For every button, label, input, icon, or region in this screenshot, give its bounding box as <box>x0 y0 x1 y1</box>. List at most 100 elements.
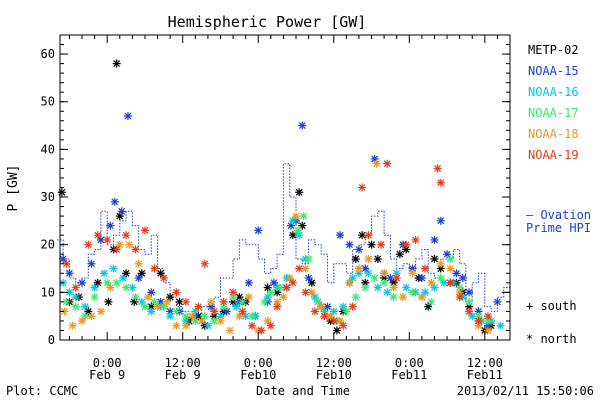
legend: METP-02 NOAA-15 NOAA-16 NOAA-17 NOAA-18 NOAA-… <box>526 43 591 346</box>
data-point <box>389 283 398 292</box>
data-point <box>417 293 426 302</box>
data-point <box>332 326 341 335</box>
series-metp-02 <box>57 59 496 335</box>
data-point <box>260 297 269 306</box>
data-point <box>140 302 149 311</box>
data-point <box>465 307 474 316</box>
data-point <box>389 293 398 302</box>
data-point <box>295 188 304 197</box>
data-point <box>285 274 294 283</box>
data-point <box>140 226 149 235</box>
data-point <box>465 288 474 297</box>
data-point <box>342 307 351 316</box>
legend-item-metp-02: METP-02 <box>528 43 579 57</box>
data-point <box>137 297 146 306</box>
data-point <box>200 259 209 268</box>
data-point <box>373 254 382 263</box>
data-point <box>115 240 124 249</box>
data-point <box>446 278 455 287</box>
data-point <box>380 278 389 287</box>
data-point <box>238 297 247 306</box>
data-point <box>364 269 373 278</box>
data-point <box>117 207 126 216</box>
data-point <box>424 302 433 311</box>
data-point <box>112 59 121 68</box>
data-point <box>130 297 139 306</box>
data-point <box>336 231 345 240</box>
data-point <box>222 307 231 316</box>
x-tick-label-time: 0:00 <box>244 356 273 370</box>
data-point <box>399 293 408 302</box>
x-tick-label-date: Feb11 <box>391 368 427 382</box>
legend-item-noaa-19: NOAA-19 <box>528 148 579 162</box>
data-point <box>282 283 291 292</box>
data-point <box>443 250 452 259</box>
data-point <box>112 245 121 254</box>
data-point <box>458 274 467 283</box>
data-point <box>197 316 206 325</box>
data-point <box>474 316 483 325</box>
data-point <box>147 288 156 297</box>
legend-item-noaa-16: NOAA-16 <box>528 85 579 99</box>
data-point <box>383 159 392 168</box>
data-point <box>137 269 146 278</box>
data-point <box>84 240 93 249</box>
data-point <box>263 283 272 292</box>
data-point <box>122 231 131 240</box>
data-point <box>134 259 143 268</box>
data-point <box>71 302 80 311</box>
data-points-layer <box>57 59 505 335</box>
data-point <box>207 297 216 306</box>
data-point <box>427 278 436 287</box>
data-point <box>483 326 492 335</box>
data-point <box>383 288 392 297</box>
data-point <box>123 112 132 121</box>
y-tick-label: 40 <box>41 142 55 156</box>
data-point <box>310 307 319 316</box>
x-tick-label-date: Feb11 <box>467 368 503 382</box>
data-point <box>307 288 316 297</box>
data-point <box>436 216 445 225</box>
legend-ovation-line2: Prime HPI <box>526 221 591 235</box>
data-point <box>71 293 80 302</box>
data-point <box>417 274 426 283</box>
x-tick-label-time: 12:00 <box>467 356 503 370</box>
data-point <box>329 316 338 325</box>
data-point <box>172 321 181 330</box>
data-point <box>351 254 360 263</box>
data-point <box>244 278 253 287</box>
data-point <box>229 288 238 297</box>
data-point <box>339 302 348 311</box>
data-point <box>493 297 502 306</box>
data-point <box>78 278 87 287</box>
data-point <box>269 278 278 287</box>
data-point <box>430 254 439 263</box>
data-point <box>81 302 90 311</box>
data-point <box>266 288 275 297</box>
data-point <box>247 321 256 330</box>
data-point <box>188 312 197 321</box>
data-point <box>93 231 102 240</box>
y-tick-label: 10 <box>41 285 55 299</box>
data-point <box>301 288 310 297</box>
data-point <box>307 278 316 287</box>
data-point <box>106 221 115 230</box>
data-point <box>299 212 308 221</box>
data-point <box>263 316 272 325</box>
data-point <box>273 302 282 311</box>
data-point <box>364 231 373 240</box>
data-point <box>110 197 119 206</box>
data-point <box>367 240 376 249</box>
plot-credit: Plot: CCMC <box>6 384 78 398</box>
data-point <box>293 226 302 235</box>
x-tick-label-date: Feb 9 <box>89 368 125 382</box>
data-point <box>411 235 420 244</box>
data-point <box>200 312 209 321</box>
data-point <box>131 293 140 302</box>
x-tick-label-date: Feb10 <box>316 368 352 382</box>
data-point <box>78 316 87 325</box>
data-point <box>304 274 313 283</box>
data-point <box>84 307 93 316</box>
data-point <box>433 164 442 173</box>
data-point <box>421 288 430 297</box>
